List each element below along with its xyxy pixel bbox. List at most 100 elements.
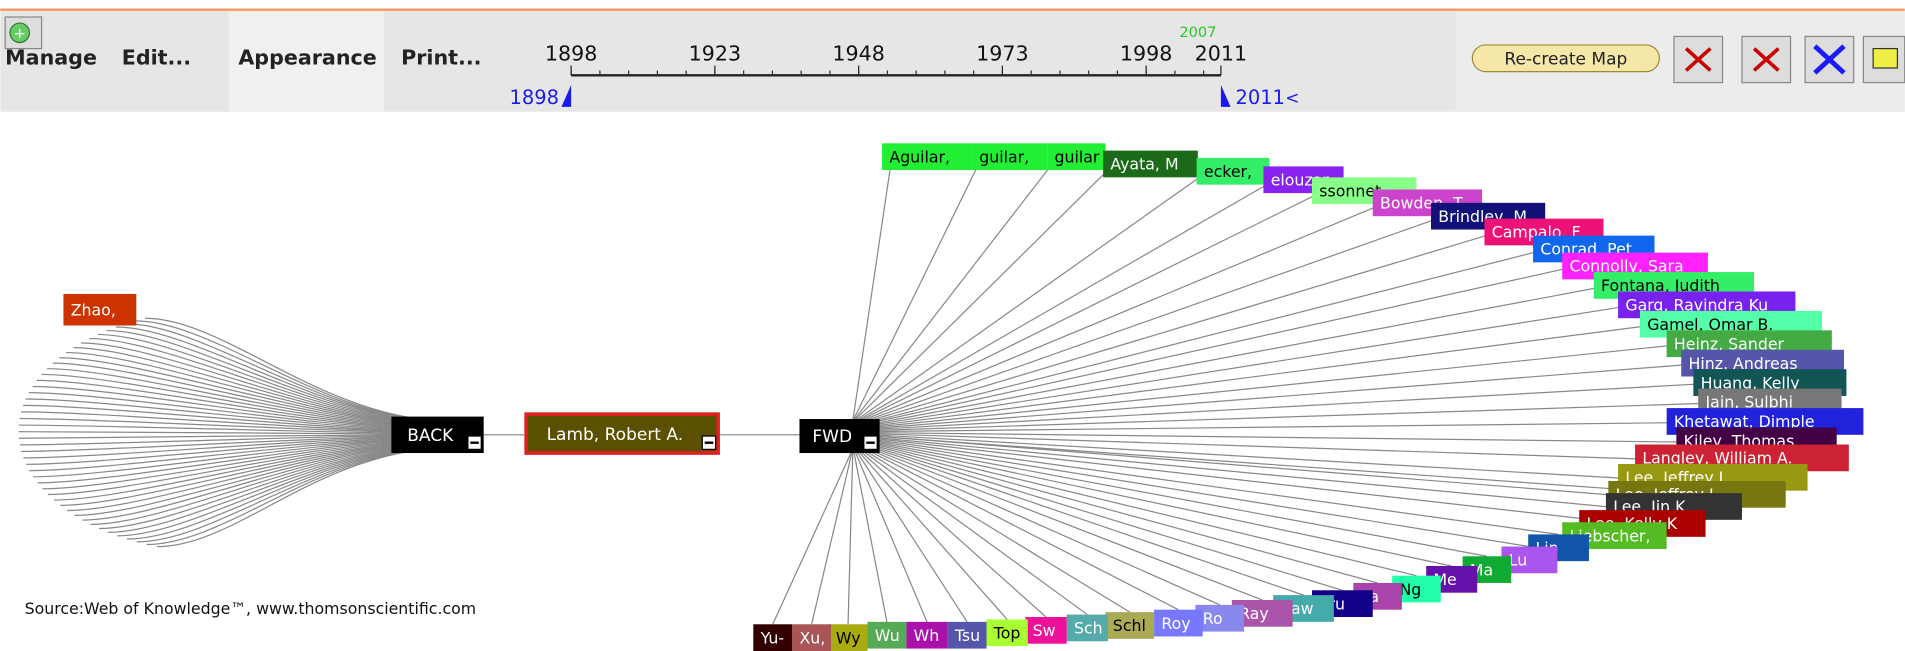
recreate-button[interactable] [1471,44,1660,73]
node-label: Fontana, Judith [1601,276,1720,295]
hub-label: FWD [812,427,852,447]
node-label: Huang, Kelly [1701,373,1800,392]
node-label: Schl [1113,616,1146,635]
back-link [73,347,414,425]
back-link [89,337,414,424]
links [18,157,1708,625]
fwd-link [852,442,1179,611]
range-handle[interactable] [1220,85,1231,107]
node[interactable]: Wu [867,621,907,649]
fwd-link [847,447,854,625]
node-label: Wu [875,626,900,645]
node-label: Heinz, Sander [1674,334,1785,353]
node-box [947,621,987,649]
recreate-label: Re-create Map [1504,50,1627,70]
fwd-link [852,444,1008,620]
node-label: Ro [1203,609,1223,628]
node[interactable]: ecker, [1196,157,1270,185]
fwd-link [852,191,1322,425]
node[interactable]: Zhao, [63,293,137,326]
back-link [21,411,414,433]
back-link [52,362,414,427]
back-link [37,439,414,484]
node-box [63,293,137,326]
back-link [18,424,414,434]
node[interactable]: Ayata, M [1103,150,1198,178]
node[interactable]: Sch [1066,614,1108,642]
menu-item[interactable]: Edit... [122,45,191,69]
back-link [146,449,414,546]
back-link [136,448,414,543]
menu-item[interactable]: Print... [401,45,481,69]
fwd-link [852,443,1088,616]
node-box [792,624,832,651]
back-link [106,329,414,422]
node[interactable]: Roy [1154,609,1203,637]
node-box [1196,157,1270,185]
back-link [42,440,414,490]
node[interactable]: Ro [1195,604,1244,632]
node-label: Gamel, Omar B. [1647,315,1773,334]
menu-item[interactable]: Appearance [238,45,376,69]
fwd-link [852,422,1677,433]
back-link [145,317,414,419]
node-label: Sch [1074,619,1103,638]
node-label: Ayata, M [1110,155,1178,174]
back-link [18,434,414,439]
node-label: Hinz, Andreas [1689,354,1798,373]
menu-item[interactable]: Manage [5,45,97,69]
back-link [126,448,414,540]
node[interactable]: Wh [906,621,948,649]
back-link [28,392,414,431]
node-label: guilar [1055,147,1100,166]
node-label: Garg, Ravindra Ku [1625,296,1768,315]
tool-icons [1673,35,1905,84]
fwd-link [852,446,928,623]
node[interactable]: Top [986,619,1028,647]
hub-label: BACK [407,426,454,446]
node-box [1154,609,1203,637]
fwd-link [852,445,968,623]
highlight-year: 2007 [1179,24,1216,41]
back-link [47,440,414,496]
back-link [156,450,414,548]
node[interactable]: Wy [828,624,868,651]
hub-box [524,412,720,455]
node[interactable]: Yu- [753,624,793,651]
fwd-link [852,305,1628,429]
back-link [81,342,414,424]
fwd-link [852,434,1674,494]
back-link [74,443,414,517]
hub-node[interactable]: FWD [799,419,880,454]
node-label: Liebscher, [1569,526,1650,545]
back-link [90,445,414,526]
node[interactable]: Tsu [947,621,987,649]
fwd-link [852,439,1378,584]
back-link [117,447,414,537]
node-box [828,624,868,651]
hub-node[interactable]: BACK [391,416,484,454]
fwd-link [852,436,1530,548]
node-box [1047,143,1106,171]
back-link [108,446,414,533]
node-box [1066,614,1108,642]
node[interactable]: Sw [1025,616,1067,644]
tick-label: 1898 [545,42,598,66]
fwd-link [852,180,1274,424]
fwd-link [852,266,1573,428]
range-end-marker: < [1285,88,1299,108]
fwd-link [852,432,1628,480]
node[interactable]: guilar, [971,143,1048,171]
node-label: Roy [1161,614,1190,633]
node[interactable]: Aguilar, [882,143,972,171]
node-label: ssonnet [1319,181,1381,200]
node[interactable]: Xu, [792,624,832,651]
back-link [41,373,414,429]
node-label: Ng [1399,580,1421,599]
node[interactable]: Schl [1105,612,1155,639]
node-label: Connolly, Sara [1569,257,1683,276]
node-box [867,621,907,649]
hub-node[interactable]: Lamb, Robert A. [524,412,720,455]
tick-label: 1998 [1120,42,1173,66]
node[interactable]: guilar [1047,143,1106,171]
